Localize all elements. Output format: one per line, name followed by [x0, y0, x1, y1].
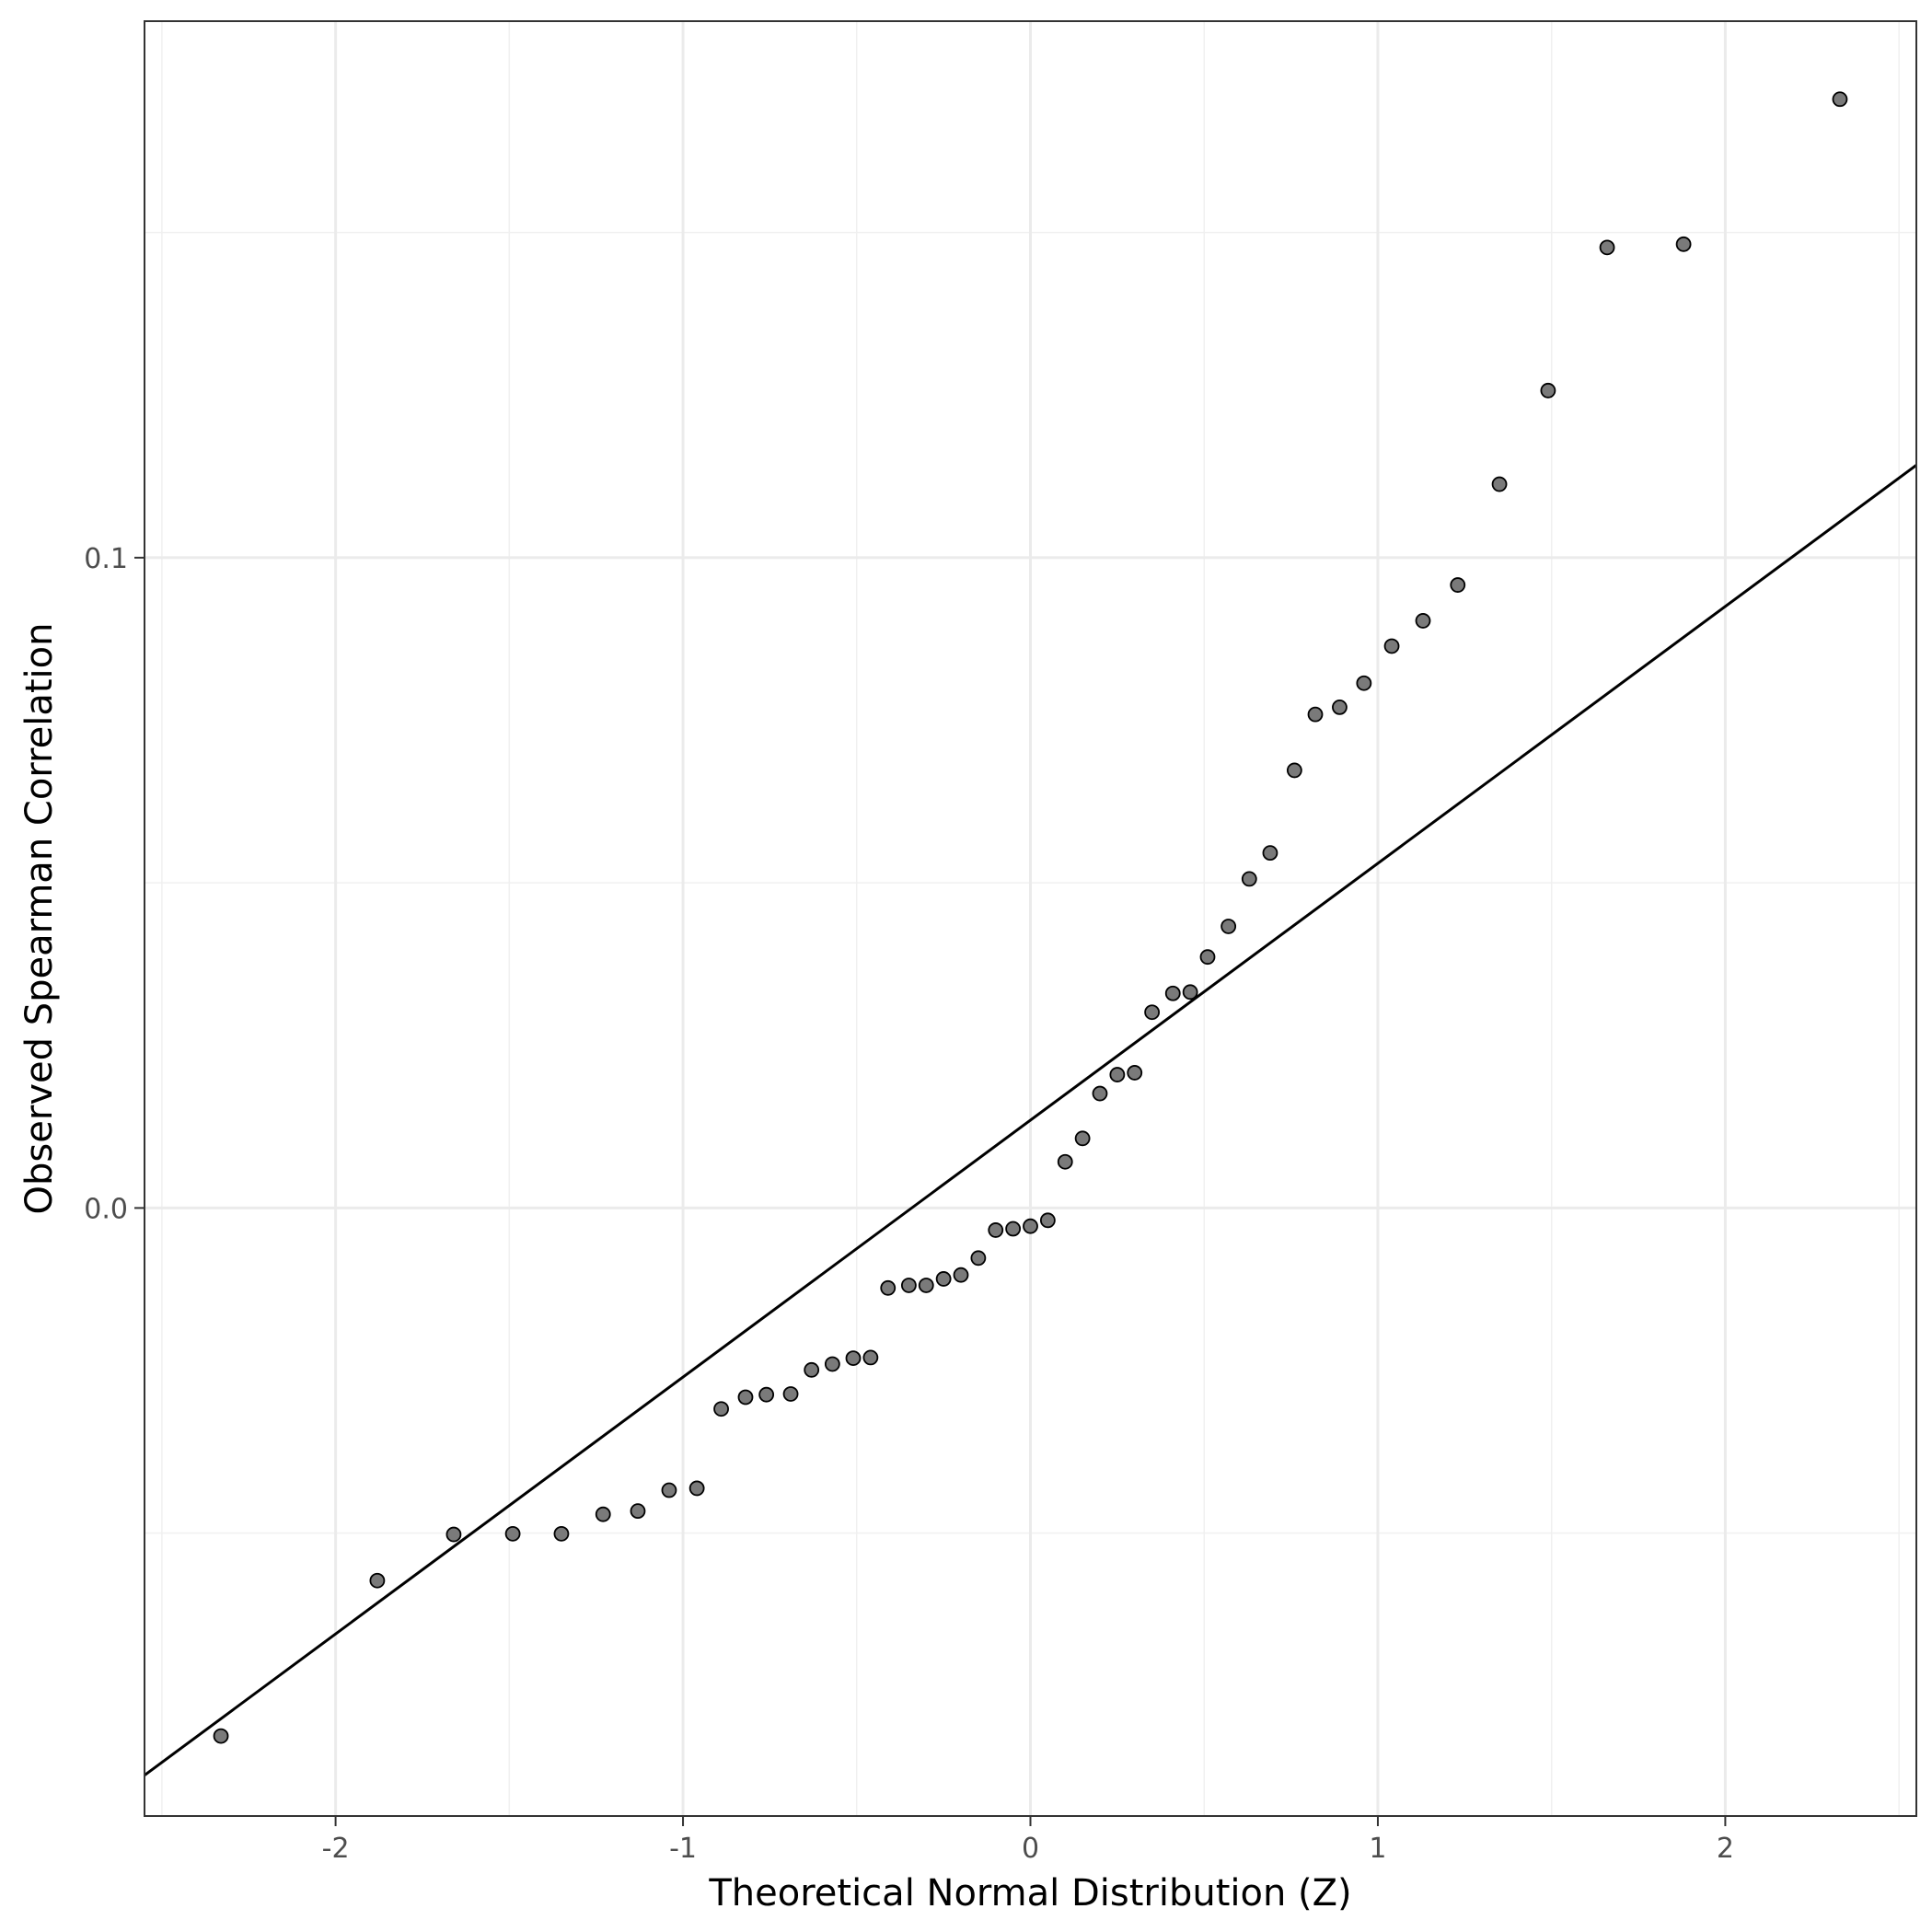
data-point	[804, 1361, 820, 1378]
data-point	[369, 1572, 386, 1589]
data-point	[782, 1386, 799, 1402]
data-point	[1144, 1004, 1161, 1021]
data-points	[213, 91, 1848, 1744]
data-point	[1182, 984, 1198, 1001]
data-point	[845, 1350, 862, 1367]
data-point	[862, 1349, 879, 1366]
data-point	[1675, 236, 1692, 252]
x-tick-label: 0	[1022, 1833, 1039, 1865]
x-axis-ticks: -2 -1 0 1 2	[322, 1816, 1734, 1865]
data-point	[758, 1386, 775, 1403]
data-point	[1023, 1218, 1038, 1234]
data-point	[1221, 919, 1237, 934]
data-point	[1491, 476, 1508, 492]
x-tick-label: -2	[322, 1833, 350, 1865]
data-point	[970, 1250, 987, 1267]
data-point	[953, 1267, 969, 1283]
data-point	[1127, 1065, 1143, 1081]
data-point	[1307, 706, 1324, 723]
data-point	[1262, 845, 1278, 862]
data-point	[1109, 1067, 1126, 1082]
data-point	[1164, 985, 1181, 1001]
data-point	[213, 1728, 229, 1744]
data-point	[988, 1222, 1004, 1238]
data-point	[918, 1278, 934, 1293]
data-point	[1832, 91, 1848, 108]
data-point	[661, 1482, 677, 1498]
data-point	[1199, 949, 1216, 966]
y-tick-label: 0.1	[84, 543, 128, 575]
data-point	[824, 1356, 840, 1372]
data-point	[1286, 762, 1302, 779]
data-point	[1039, 1212, 1056, 1229]
data-point	[595, 1506, 611, 1522]
x-axis-title: Theoretical Normal Distribution (Z)	[708, 1872, 1351, 1915]
data-point	[1074, 1130, 1091, 1147]
data-point	[1092, 1085, 1108, 1102]
data-point	[1540, 382, 1556, 399]
data-point	[737, 1389, 754, 1406]
data-point	[1450, 577, 1466, 593]
x-tick-label: 2	[1717, 1833, 1734, 1865]
data-point	[1332, 699, 1348, 715]
x-tick-label: 1	[1369, 1833, 1386, 1865]
data-point	[900, 1278, 917, 1293]
data-point	[688, 1480, 705, 1497]
data-point	[630, 1503, 646, 1520]
data-point	[1005, 1221, 1022, 1237]
data-point	[1415, 613, 1431, 629]
data-point	[504, 1525, 521, 1542]
data-point	[1356, 675, 1372, 691]
data-point	[1383, 638, 1400, 654]
data-point	[553, 1525, 570, 1542]
y-axis-title: Observed Spearman Correlation	[18, 623, 61, 1215]
data-point	[1599, 239, 1615, 256]
y-tick-label: 0.0	[84, 1193, 128, 1225]
major-gridlines	[145, 21, 1916, 1816]
reference-line	[144, 464, 1917, 1776]
data-point	[935, 1271, 952, 1287]
data-point	[713, 1401, 729, 1417]
data-point	[445, 1526, 462, 1543]
data-point	[1057, 1153, 1073, 1170]
data-point	[1241, 871, 1257, 887]
y-axis-ticks: 0.0 0.1	[84, 543, 145, 1225]
data-point	[880, 1279, 897, 1296]
x-tick-label: -1	[669, 1833, 697, 1865]
